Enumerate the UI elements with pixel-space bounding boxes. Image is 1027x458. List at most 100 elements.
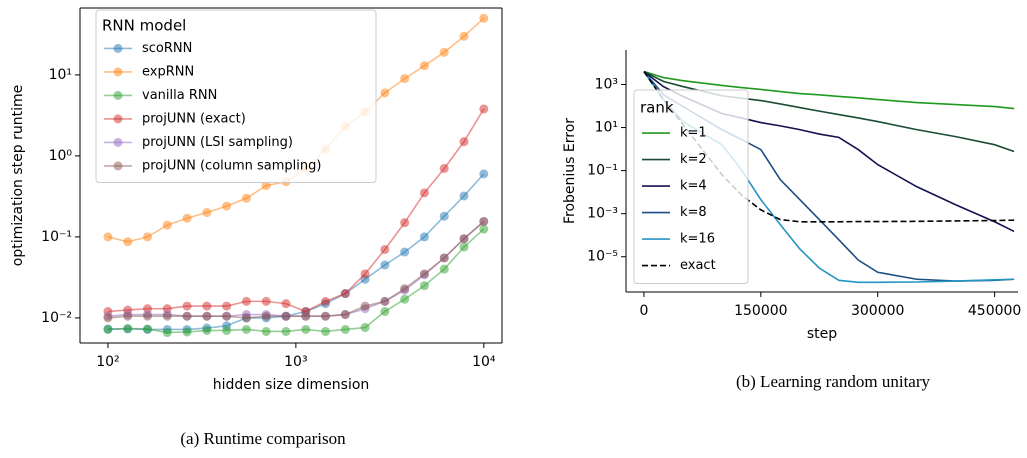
data-point: [321, 311, 331, 321]
x-tick-label: 0: [639, 303, 648, 319]
x-tick-label: 10⁴: [472, 354, 496, 370]
data-point: [202, 311, 212, 321]
data-point: [459, 242, 469, 252]
legend-label: k=1: [680, 126, 707, 141]
legend-title: RNN model: [102, 17, 186, 35]
data-point: [439, 47, 449, 57]
data-point: [241, 313, 251, 323]
data-point: [479, 169, 489, 179]
data-point: [479, 224, 489, 234]
data-point: [439, 264, 449, 274]
data-point: [182, 301, 192, 311]
data-point: [241, 193, 251, 203]
data-point: [459, 234, 469, 244]
data-point: [340, 289, 350, 299]
legend-label: projUNN (exact): [142, 111, 246, 126]
data-point: [301, 324, 311, 334]
data-point: [459, 191, 469, 201]
data-point: [360, 269, 370, 279]
legend-marker: [113, 90, 123, 100]
legend-label: k=2: [680, 152, 707, 167]
data-point: [439, 211, 449, 221]
data-point: [380, 296, 390, 306]
data-point: [103, 324, 113, 334]
data-point: [281, 326, 291, 336]
data-point: [261, 311, 271, 321]
data-point: [103, 232, 113, 242]
data-point: [281, 311, 291, 321]
data-point: [400, 74, 410, 84]
data-point: [182, 311, 192, 321]
data-point: [380, 260, 390, 270]
data-point: [222, 325, 232, 335]
data-point: [340, 324, 350, 334]
legend-label: expRNN: [142, 64, 194, 79]
data-point: [419, 188, 429, 198]
x-axis-label: step: [807, 326, 837, 342]
data-point: [281, 299, 291, 309]
legend-box: [95, 9, 377, 183]
data-point: [162, 328, 172, 338]
data-point: [123, 237, 133, 247]
data-point: [321, 326, 331, 336]
data-point: [459, 31, 469, 41]
data-point: [400, 294, 410, 304]
y-axis-label: optimization step runtime: [10, 85, 26, 266]
legend-marker: [113, 137, 123, 147]
data-point: [182, 213, 192, 223]
y-tick-label: 10⁻²: [41, 310, 72, 326]
data-point: [419, 269, 429, 279]
legend-marker: [113, 161, 123, 171]
legend-label: k=4: [680, 179, 707, 194]
data-point: [162, 311, 172, 321]
data-point: [400, 247, 410, 257]
data-point: [162, 220, 172, 230]
data-point: [380, 306, 390, 316]
data-point: [143, 232, 153, 242]
data-point: [103, 313, 113, 323]
x-tick-label: 150000: [734, 303, 787, 319]
data-point: [261, 296, 271, 306]
data-point: [261, 181, 271, 191]
data-point: [419, 232, 429, 242]
series-line: [643, 70, 1015, 110]
data-point: [222, 311, 232, 321]
data-point: [123, 311, 133, 321]
x-tick-label: 10²: [96, 354, 119, 370]
data-point: [479, 13, 489, 23]
data-point: [143, 324, 153, 334]
legend-label: projUNN (LSI sampling): [142, 135, 293, 150]
y-tick-label: 10⁻³: [587, 206, 618, 222]
legend-label: k=16: [680, 232, 715, 247]
legend-box: [633, 89, 749, 284]
data-point: [439, 253, 449, 263]
data-point: [143, 311, 153, 321]
legend-title: rank: [640, 98, 674, 116]
y-axis-label: Frobenius Error: [562, 118, 578, 224]
data-point: [202, 325, 212, 335]
y-tick-label: 10⁻⁵: [587, 249, 618, 265]
data-point: [360, 323, 370, 333]
legend-marker: [113, 67, 123, 77]
data-point: [241, 296, 251, 306]
data-point: [123, 323, 133, 333]
data-point: [380, 88, 390, 98]
data-point: [459, 137, 469, 147]
legend-label: vanilla RNN: [142, 88, 217, 103]
legend-label: scoRNN: [142, 41, 192, 56]
data-point: [479, 104, 489, 114]
x-tick-label: 10³: [284, 354, 307, 370]
data-point: [439, 163, 449, 173]
caption: (a) Runtime comparison: [180, 429, 346, 448]
data-point: [301, 311, 311, 321]
data-point: [202, 301, 212, 311]
data-point: [182, 327, 192, 337]
data-point: [241, 324, 251, 334]
data-point: [222, 201, 232, 211]
y-tick-label: 10⁻¹: [41, 229, 72, 245]
y-tick-label: 10¹: [595, 120, 618, 136]
x-axis-label: hidden size dimension: [213, 377, 370, 393]
legend-label: projUNN (column sampling): [142, 158, 321, 173]
data-point: [419, 281, 429, 291]
